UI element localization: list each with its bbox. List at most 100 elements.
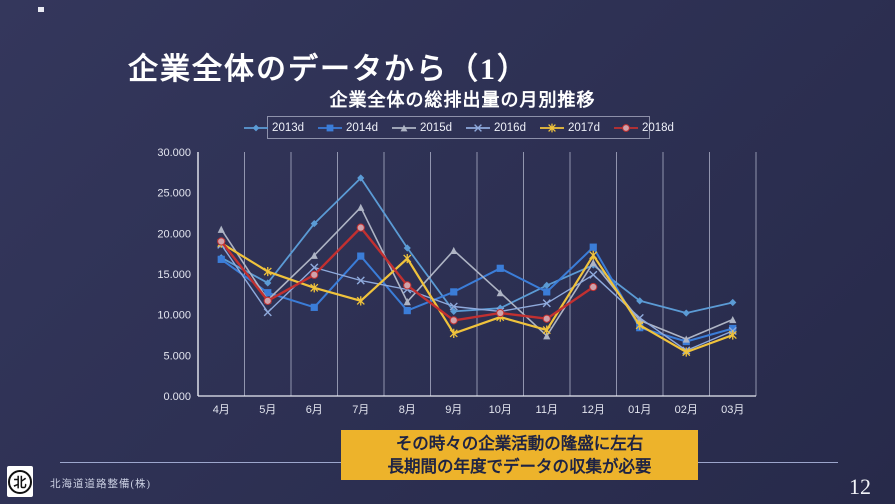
series-line-2017d: [220, 242, 734, 354]
y-tick-label: 30.000: [157, 147, 191, 159]
legend-marker-triangle-icon: [392, 124, 417, 131]
legend-marker-diamond-icon: [244, 124, 269, 131]
marker-diamond: [729, 298, 737, 307]
marker-circle: [263, 296, 272, 305]
series-line-2016d: [220, 244, 734, 352]
marker-star: [635, 320, 644, 330]
marker-triangle: [450, 246, 458, 255]
marker-diamond: [310, 219, 318, 228]
marker-triangle: [589, 259, 597, 267]
legend-item-2015d: 2015d: [391, 122, 452, 134]
marker-star: [728, 330, 737, 340]
chart-title: 企業全体の総排出量の月別推移: [329, 90, 596, 110]
x-tick-label: 10月: [489, 404, 512, 416]
marker-star: [682, 347, 691, 357]
marker-square: [310, 303, 318, 311]
y-tick-label: 15.000: [157, 269, 191, 281]
slide-title: 企業全体のデータから（1）: [128, 53, 529, 87]
marker-square: [403, 307, 411, 315]
marker-triangle: [403, 298, 411, 306]
marker-square: [357, 252, 365, 260]
marker-star: [449, 328, 458, 338]
y-tick-label: 10.000: [157, 310, 191, 322]
legend-marker-star-icon: [539, 123, 564, 132]
page-number: 12: [849, 474, 871, 499]
marker-triangle: [496, 289, 504, 297]
x-tick-label: 12月: [582, 404, 605, 416]
marker-circle: [217, 237, 226, 246]
marker-triangle: [357, 203, 365, 211]
marker-square: [589, 243, 597, 251]
marker-x: [263, 308, 272, 317]
legend-label-2014d: 2014d: [346, 121, 379, 134]
legend-label-2015d: 2015d: [420, 121, 452, 134]
marker-square: [496, 264, 504, 272]
legend-item-2014d: 2014d: [317, 122, 378, 134]
marker-diamond: [357, 174, 365, 182]
x-tick-label: 5月: [259, 404, 276, 416]
x-tick-label: 4月: [213, 404, 230, 416]
marker-star: [589, 250, 598, 260]
legend-label-2013d: 2013d: [272, 121, 305, 134]
legend-marker-square-icon: [318, 124, 343, 131]
chart-legend: 2013d 2014d 2015d 2016d 2017d 2018d: [244, 116, 674, 139]
marker-diamond: [264, 279, 272, 287]
marker-x: [356, 276, 365, 285]
marker-circle: [589, 282, 598, 292]
legend-marker-circle-icon: [613, 123, 638, 132]
marker-x: [449, 302, 458, 311]
marker-triangle: [217, 225, 225, 233]
marker-circle: [403, 281, 412, 290]
marker-diamond: [403, 244, 411, 252]
x-tick-label: 03月: [721, 404, 744, 416]
marker-circle: [310, 270, 319, 279]
legend-marker-x-icon: [466, 123, 490, 132]
y-tick-label: 25.000: [157, 188, 191, 200]
x-tick-label: 8月: [399, 404, 416, 416]
marker-star: [263, 266, 272, 277]
legend-item-2013d: 2013d: [243, 122, 304, 134]
legend-item-2016d: 2016d: [465, 122, 526, 134]
marker-star: [310, 283, 319, 293]
marker-circle: [356, 223, 365, 232]
marker-square: [450, 288, 458, 296]
legend-label-2017d: 2017d: [567, 121, 600, 134]
marker-square: [543, 288, 551, 296]
marker-star: [356, 296, 365, 306]
company-logo: 北: [7, 466, 33, 497]
chart-plot: 0.000 5.000 10.000 15.000 20.000 25.000 30.000…: [157, 147, 757, 416]
marker-x: [542, 299, 551, 308]
marker-triangle: [729, 315, 737, 324]
marker-triangle: [310, 251, 318, 259]
marker-diamond: [450, 307, 458, 316]
banner-line-2: 長期間の年度でデータの収集が必要: [387, 457, 652, 476]
x-tick-label: 01月: [628, 404, 651, 416]
legend-item-2018d: 2018d: [613, 122, 674, 134]
marker-x: [310, 263, 319, 272]
x-tick-label: 6月: [306, 404, 323, 416]
y-tick-label: 0.000: [163, 391, 191, 403]
highlight-banner: その時々の企業活動の隆盛に左右 長期間の年度でデータの収集が必要: [341, 430, 698, 480]
company-logo-glyph: 北: [8, 469, 32, 494]
x-tick-label: 9月: [445, 404, 462, 416]
footer-company-name: 北海道道路整備(株): [50, 479, 151, 490]
legend-label-2016d: 2016d: [494, 121, 526, 134]
marker-square: [729, 324, 737, 333]
x-tick-label: 02月: [675, 404, 698, 416]
marker-square: [264, 289, 272, 297]
marker-diamond: [543, 281, 551, 289]
x-tick-label: 11月: [536, 404, 558, 416]
y-tick-label: 5.000: [163, 350, 191, 362]
x-tick-label: 7月: [352, 404, 369, 416]
marker-square: [217, 255, 225, 263]
marker-diamond: [636, 297, 644, 305]
marker-circle: [449, 316, 458, 325]
marker-circle: [496, 308, 505, 318]
marker-triangle: [543, 332, 551, 340]
corner-decoration: [38, 7, 44, 12]
legend-item-2017d: 2017d: [539, 122, 600, 134]
marker-triangle: [682, 335, 690, 343]
y-tick-label: 20.000: [157, 228, 191, 240]
marker-diamond: [682, 309, 690, 317]
